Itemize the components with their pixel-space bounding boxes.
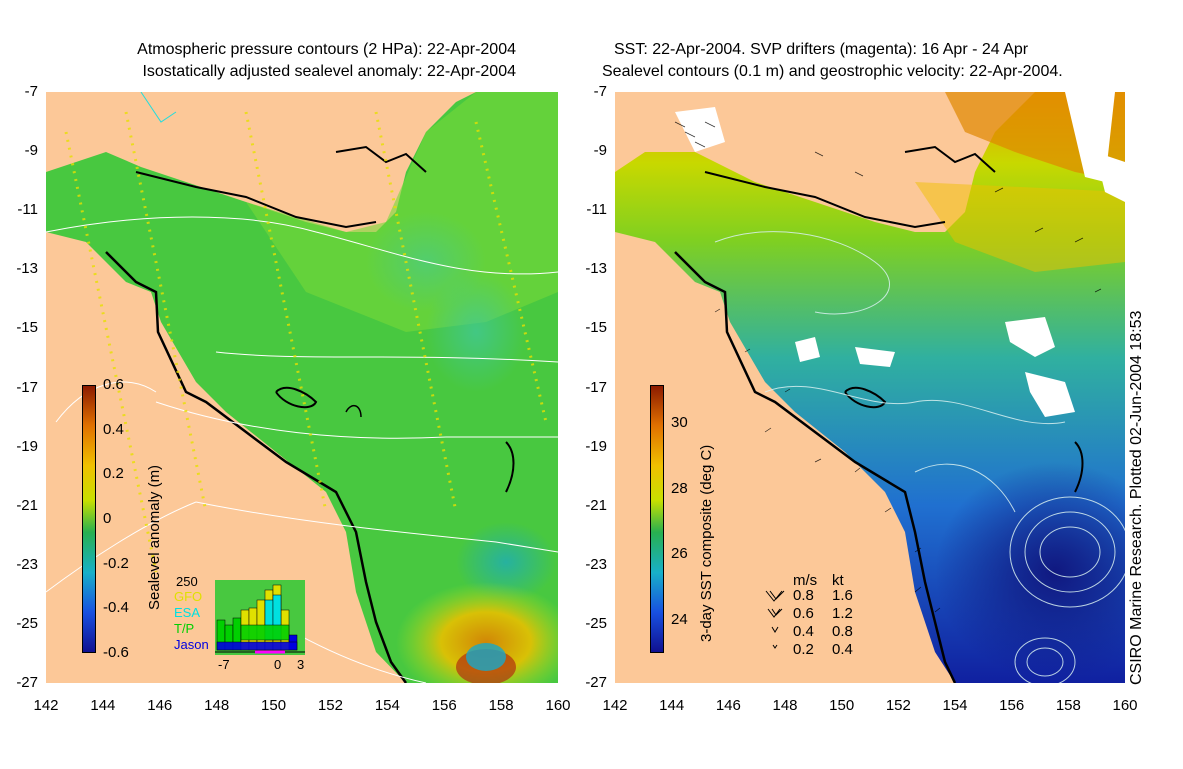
credit-line: CSIRO Marine Research. Plotted 02-Jun-20…	[1128, 310, 1145, 685]
lat-tick-label: -19	[585, 437, 607, 455]
lat-tick-label: -11	[17, 201, 38, 219]
left-colorbar-tick: -0.2	[103, 554, 129, 572]
right-colorbar-label: 3-day SST composite (deg C)	[698, 444, 715, 642]
lat-tick-label: -21	[16, 496, 38, 514]
lat-tick-label: -13	[585, 260, 607, 278]
lat-tick-label: -25	[585, 614, 607, 632]
histogram-legend-esa: ESA	[174, 605, 201, 620]
histogram-xtick: 3	[297, 657, 305, 672]
lat-tick-label: -21	[585, 496, 607, 514]
left-colorbar-tick: -0.6	[103, 644, 129, 661]
right-colorbar-tick: 24	[671, 611, 688, 628]
histogram-xtick: -7	[218, 657, 230, 672]
left-colorbar-label: Sealevel anomaly (m)	[146, 464, 163, 610]
velocity-key-ms: 0.6	[793, 605, 814, 622]
lat-tick-label: -13	[16, 260, 38, 278]
velocity-key-arrows	[765, 590, 785, 649]
lon-tick-label: 142	[33, 697, 59, 714]
lon-tick-label: 154	[942, 697, 968, 714]
lat-tick-label: -17	[16, 378, 38, 396]
right-title-line2: Sealevel contours (0.1 m) and geostrophi…	[602, 63, 1063, 80]
histogram-legend-jason: Jason	[174, 637, 209, 652]
lat-tick-label: -27	[16, 674, 38, 691]
lat-tick-label: -7	[24, 83, 38, 100]
lon-tick-label: 148	[772, 697, 798, 714]
velocity-key-kt: 0.4	[832, 641, 853, 658]
lat-tick-label: -7	[593, 83, 607, 100]
lat-tick-label: -9	[24, 142, 38, 160]
velocity-key-ms: 0.8	[793, 587, 814, 604]
lon-tick-label: 150	[261, 697, 287, 714]
histogram-inset	[215, 580, 305, 655]
velocity-key-ms: 0.2	[793, 641, 814, 658]
left-colorbar-tick: 0.6	[103, 376, 124, 393]
lon-tick-label: 144	[659, 697, 685, 714]
lon-tick-label: 150	[829, 697, 855, 714]
lat-tick-label: -17	[585, 378, 607, 396]
left-colorbar-tick: 0.2	[103, 465, 124, 483]
velocity-key-kt: 1.2	[832, 605, 853, 622]
left-map	[46, 92, 558, 683]
lon-tick-label: 160	[1112, 697, 1138, 714]
left-colorbar-tick: -0.4	[103, 599, 129, 617]
left-colorbar-tick: 0	[103, 510, 112, 527]
lat-tick-label: -15	[16, 319, 38, 337]
cloud-gaps	[675, 92, 1125, 417]
lon-tick-label: 154	[374, 697, 400, 714]
lat-tick-label: -23	[585, 555, 607, 573]
lon-tick-label: 146	[715, 697, 741, 714]
lon-tick-label: 146	[147, 697, 173, 714]
lon-tick-label: 156	[999, 697, 1025, 714]
histogram-bars	[216, 584, 298, 651]
lon-tick-label: 158	[1055, 697, 1081, 714]
histogram-xtick: 0	[274, 657, 282, 672]
velocity-key-ms: 0.4	[793, 623, 814, 640]
png-coast	[135, 171, 377, 229]
velocity-key-ms-header: m/s	[793, 572, 818, 589]
histogram-ymax: 250	[176, 574, 198, 589]
right-colorbar-tick: 30	[671, 414, 688, 431]
lat-tick-label: -19	[16, 437, 38, 455]
lon-tick-label: 142	[602, 697, 628, 714]
lon-tick-label: 152	[317, 697, 343, 714]
right-title-line1: SST: 22-Apr-2004. SVP drifters (magenta)…	[614, 41, 1029, 58]
coastline	[105, 251, 408, 683]
sealevel-contours	[714, 231, 1125, 683]
lon-tick-label: 144	[90, 697, 116, 714]
lon-tick-label: 148	[204, 697, 230, 714]
lat-tick-label: -11	[586, 201, 607, 219]
lon-tick-label: 160	[545, 697, 571, 714]
velocity-key-kt-header: kt	[832, 572, 844, 589]
velocity-arrows	[674, 121, 1102, 613]
right-colorbar-tick: 26	[671, 545, 688, 563]
left-colorbar-tick: 0.4	[103, 420, 124, 438]
histogram-legend-tp: T/P	[174, 621, 195, 636]
left-title-line1: Atmospheric pressure contours (2 HPa): 2…	[137, 41, 516, 58]
velocity-key-kt: 1.6	[832, 587, 853, 604]
velocity-key-kt: 0.8	[832, 623, 853, 640]
lat-tick-label: -25	[16, 614, 38, 632]
lon-tick-label: 152	[885, 697, 911, 714]
lat-tick-label: -23	[16, 555, 38, 573]
left-title-line2: Isostatically adjusted sealevel anomaly:…	[142, 63, 516, 80]
lat-tick-label: -27	[585, 674, 607, 691]
right-colorbar-tick: 28	[671, 479, 688, 497]
lat-tick-label: -15	[585, 319, 607, 337]
lon-tick-label: 156	[431, 697, 457, 714]
histogram-legend-gfo: GFO	[174, 589, 203, 604]
lon-tick-label: 158	[488, 697, 514, 714]
lat-tick-label: -9	[593, 142, 607, 160]
right-map	[615, 92, 1125, 683]
right-colorbar	[650, 385, 664, 653]
left-colorbar	[82, 385, 96, 653]
